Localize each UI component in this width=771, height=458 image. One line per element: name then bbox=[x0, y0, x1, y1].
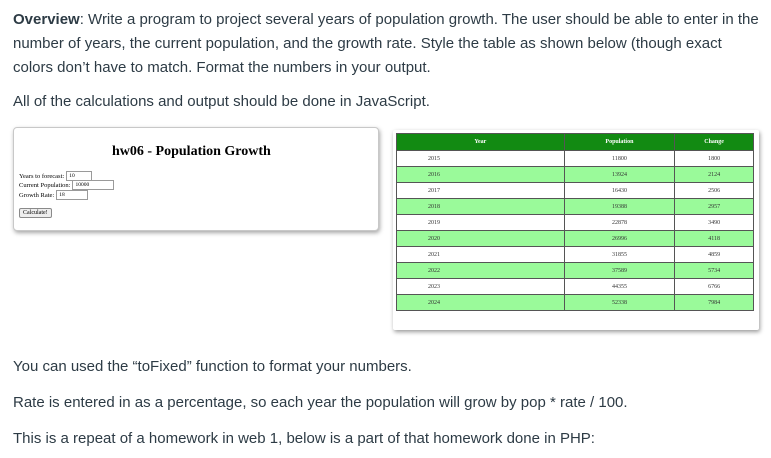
change-cell: 2506 bbox=[674, 182, 754, 199]
population-cell: 31855 bbox=[563, 246, 676, 263]
table-row: 2020 26996 4118 bbox=[396, 230, 754, 247]
population-row: Current Population: 10000 bbox=[19, 180, 115, 190]
overview-paragraph: Overview: Write a program to project sev… bbox=[13, 8, 765, 80]
population-cell: 19388 bbox=[563, 198, 676, 215]
header-change: Change bbox=[674, 133, 754, 151]
change-cell: 3490 bbox=[674, 214, 754, 231]
population-cell: 13924 bbox=[563, 166, 676, 183]
population-table: Year Population Change 2015 11800 1800 2… bbox=[396, 133, 754, 311]
year-cell: 2015 bbox=[396, 150, 565, 167]
change-cell: 6766 bbox=[674, 278, 754, 295]
header-year: Year bbox=[396, 133, 565, 151]
table-row: 2022 37589 5734 bbox=[396, 262, 754, 279]
table-row: 2015 11800 1800 bbox=[396, 150, 754, 167]
table-row: 2023 44355 6766 bbox=[396, 278, 754, 295]
table-header-row: Year Population Change bbox=[396, 133, 754, 151]
overview-text: : Write a program to project several yea… bbox=[13, 11, 759, 76]
table-row: 2019 22878 3490 bbox=[396, 214, 754, 231]
year-cell: 2019 bbox=[396, 214, 565, 231]
change-cell: 2124 bbox=[674, 166, 754, 183]
population-cell: 11800 bbox=[563, 150, 676, 167]
year-cell: 2024 bbox=[396, 294, 565, 311]
change-cell: 7984 bbox=[674, 294, 754, 311]
tofixed-note: You can used the “toFixed” function to f… bbox=[13, 358, 412, 375]
year-cell: 2021 bbox=[396, 246, 565, 263]
years-label: Years to forecast: bbox=[19, 172, 65, 180]
population-cell: 52338 bbox=[563, 294, 676, 311]
calculate-button[interactable]: Calculate! bbox=[19, 208, 52, 218]
change-cell: 5734 bbox=[674, 262, 754, 279]
population-label: Current Population: bbox=[19, 181, 71, 189]
population-cell: 37589 bbox=[563, 262, 676, 279]
app-screenshot: hw06 - Population Growth Years to foreca… bbox=[13, 127, 379, 231]
year-cell: 2016 bbox=[396, 166, 565, 183]
overview-label: Overview bbox=[13, 11, 80, 28]
table-row: 2024 52338 7984 bbox=[396, 294, 754, 311]
rate-note: Rate is entered in as a percentage, so e… bbox=[13, 394, 628, 411]
header-population: Population bbox=[563, 133, 676, 151]
table-row: 2017 16430 2506 bbox=[396, 182, 754, 199]
change-cell: 4118 bbox=[674, 230, 754, 247]
rate-label: Growth Rate: bbox=[19, 191, 55, 199]
year-cell: 2017 bbox=[396, 182, 565, 199]
app-title: hw06 - Population Growth bbox=[112, 144, 271, 159]
table-row: 2018 19388 2957 bbox=[396, 198, 754, 215]
population-cell: 26996 bbox=[563, 230, 676, 247]
population-cell: 16430 bbox=[563, 182, 676, 199]
table-row: 2021 31855 4859 bbox=[396, 246, 754, 263]
change-cell: 1800 bbox=[674, 150, 754, 167]
year-cell: 2023 bbox=[396, 278, 565, 295]
year-cell: 2020 bbox=[396, 230, 565, 247]
year-cell: 2022 bbox=[396, 262, 565, 279]
change-cell: 2957 bbox=[674, 198, 754, 215]
population-input[interactable]: 10000 bbox=[72, 180, 115, 190]
rate-row: Growth Rate: 18 bbox=[19, 190, 89, 200]
table-screenshot: Year Population Change 2015 11800 1800 2… bbox=[393, 130, 759, 330]
rate-input[interactable]: 18 bbox=[56, 190, 89, 200]
population-cell: 44355 bbox=[563, 278, 676, 295]
population-cell: 22878 bbox=[563, 214, 676, 231]
javascript-note: All of the calculations and output shoul… bbox=[13, 93, 430, 110]
change-cell: 4859 bbox=[674, 246, 754, 263]
table-row: 2016 13924 2124 bbox=[396, 166, 754, 183]
php-note: This is a repeat of a homework in web 1,… bbox=[13, 430, 595, 447]
year-cell: 2018 bbox=[396, 198, 565, 215]
